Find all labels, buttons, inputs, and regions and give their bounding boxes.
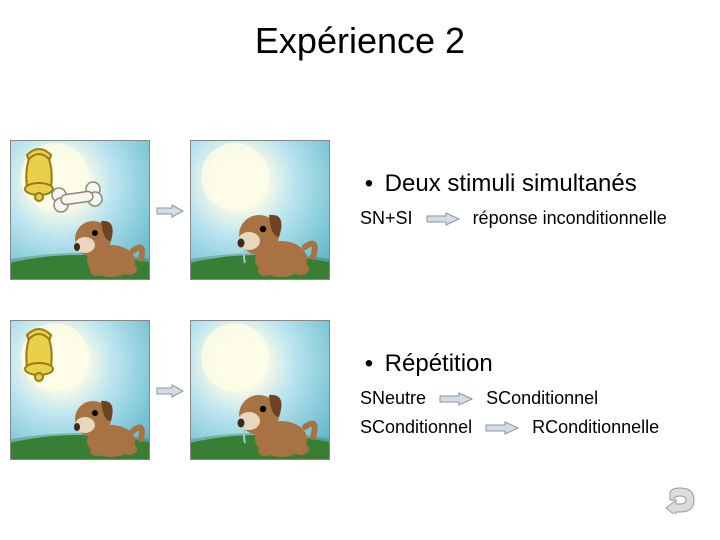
page-title: Expérience 2: [0, 20, 720, 62]
section-1-line-1: SN+SI réponse inconditionnelle: [360, 204, 710, 233]
section-1: • Deux stimuli simultanés SN+SI réponse …: [360, 170, 710, 233]
section-2-line-1: SNeutre SConditionnel: [360, 384, 710, 413]
illustration-bell-bone-dog: [10, 140, 150, 280]
arrow-icon: [439, 392, 473, 406]
arrow-icon: [426, 212, 460, 226]
section-2: • Répétition SNeutre SConditionnel SCond…: [360, 350, 710, 442]
arrow-icon: [156, 384, 184, 398]
section-2-line-1-left: SNeutre: [360, 388, 426, 408]
bullet-dot-icon: •: [360, 170, 378, 198]
section-2-line-2: SConditionnel RConditionnelle: [360, 413, 710, 442]
illustration-dog: [190, 140, 330, 280]
return-icon[interactable]: [664, 486, 698, 514]
section-2-line-2-right: RConditionnelle: [532, 417, 659, 437]
arrow-icon: [156, 204, 184, 218]
section-1-right: réponse inconditionnelle: [473, 208, 667, 228]
illustration-dog: [190, 320, 330, 460]
bullet-1-text: Deux stimuli simultanés: [385, 170, 637, 197]
section-2-line-1-right: SConditionnel: [486, 388, 598, 408]
bullet-1: • Deux stimuli simultanés: [360, 170, 710, 198]
arrow-icon: [485, 421, 519, 435]
bullet-2: • Répétition: [360, 350, 710, 378]
illustration-bell-dog: [10, 320, 150, 460]
bullet-2-text: Répétition: [385, 350, 493, 377]
section-2-line-2-left: SConditionnel: [360, 417, 472, 437]
section-1-left: SN+SI: [360, 208, 413, 228]
bullet-dot-icon: •: [360, 350, 378, 378]
